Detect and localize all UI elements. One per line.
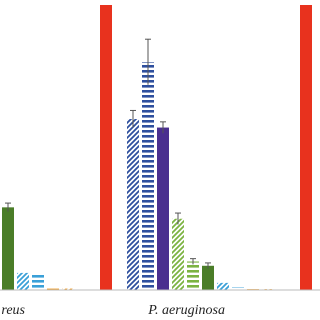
bar [300,5,312,290]
x-tick-label: reus [1,303,25,318]
error-bar [160,121,166,134]
bar [47,288,59,290]
bar [187,261,199,290]
x-tick-label: P. aeruginosa [147,303,225,318]
bar [62,288,74,290]
bar [127,119,139,290]
bar [32,274,44,290]
error-bar [145,38,151,85]
error-bar [130,109,136,128]
bar [172,218,184,290]
bar [17,272,29,290]
error-bar [5,202,11,212]
bar [100,5,112,290]
bar [232,287,244,290]
bar [142,62,154,290]
error-bar [175,212,181,225]
bar [157,127,169,290]
bar [202,265,214,290]
error-bar [190,258,196,265]
bar [2,207,14,290]
error-bar [205,262,211,269]
bar [217,282,229,290]
